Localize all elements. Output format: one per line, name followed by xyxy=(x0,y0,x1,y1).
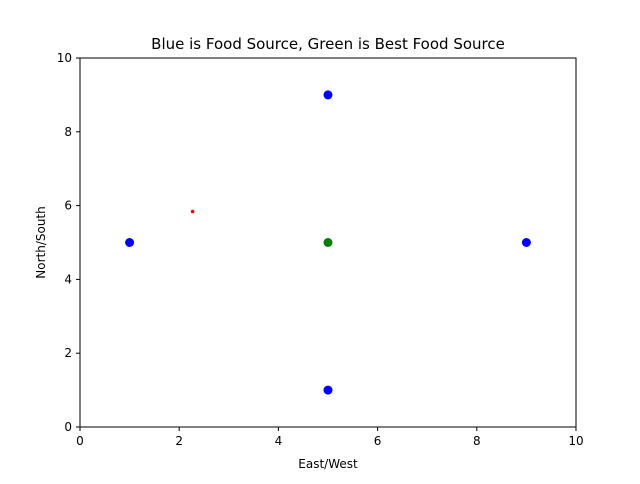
y-tick-label: 6 xyxy=(64,199,72,213)
y-axis-label: North/South xyxy=(34,206,48,278)
x-tick-label: 4 xyxy=(275,434,283,448)
x-tick-label: 0 xyxy=(76,434,84,448)
y-tick-label: 10 xyxy=(57,51,72,65)
scatter-point xyxy=(190,209,195,214)
scatter-point xyxy=(323,385,333,395)
y-tick-label: 0 xyxy=(64,420,72,434)
y-axis: 0 2 4 6 8 10 xyxy=(57,51,80,434)
chart-title: Blue is Food Source, Green is Best Food … xyxy=(151,35,505,53)
scatter-point xyxy=(521,238,531,247)
x-tick-label: 6 xyxy=(374,434,382,448)
scatter-point xyxy=(323,238,333,247)
x-axis-label: East/West xyxy=(298,457,358,471)
x-tick-label: 2 xyxy=(175,434,183,448)
y-tick-label: 4 xyxy=(64,272,72,286)
x-axis: 0 2 4 6 8 10 xyxy=(76,427,584,448)
x-tick-label: 10 xyxy=(568,434,583,448)
y-tick-label: 8 xyxy=(64,125,72,139)
x-tick-label: 8 xyxy=(473,434,481,448)
scatter-point xyxy=(125,238,135,247)
scatter-point xyxy=(323,90,333,100)
y-tick-label: 2 xyxy=(64,346,72,360)
data-points xyxy=(125,90,531,395)
